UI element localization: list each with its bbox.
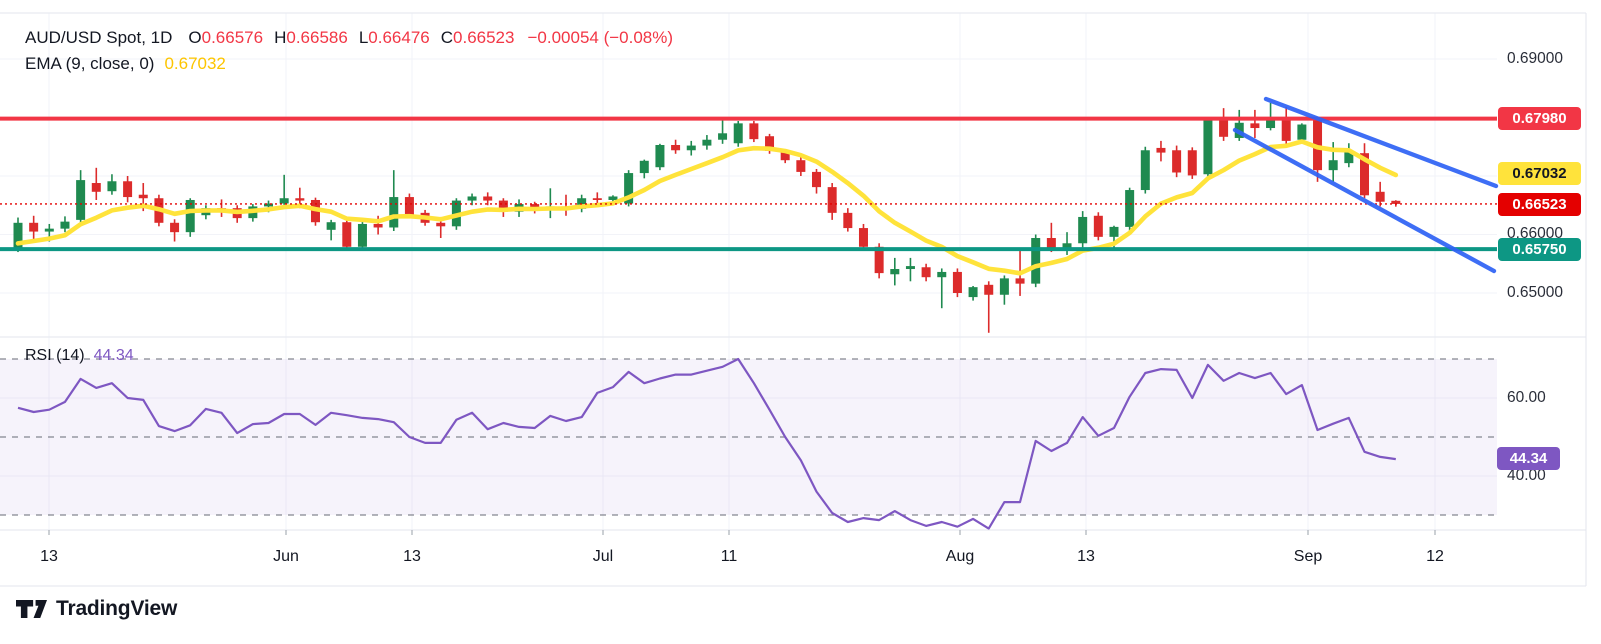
candle-body — [749, 123, 759, 140]
price-axis[interactable] — [1497, 13, 1586, 530]
candle-body — [686, 145, 696, 151]
tradingview-logo[interactable]: TradingView — [16, 597, 177, 621]
candle-body — [498, 200, 508, 212]
lower-channel-line[interactable] — [1232, 127, 1497, 274]
candle-body — [1093, 215, 1103, 237]
tradingview-logo-icon — [16, 600, 47, 618]
candle-body — [874, 246, 884, 274]
candle-body — [1297, 124, 1307, 140]
candle-body — [1156, 147, 1166, 153]
candle-body — [1375, 191, 1385, 202]
ema-legend-row: EMA (9, close, 0) 0.67032 — [25, 51, 673, 77]
rsi-line — [17, 357, 1396, 530]
candle-body — [1140, 150, 1150, 191]
candle-body — [91, 183, 101, 192]
candle-body — [185, 199, 195, 233]
candle-body — [702, 139, 712, 146]
candle-body — [733, 123, 743, 144]
candle-body — [1015, 278, 1025, 284]
candle-body — [295, 198, 305, 201]
candle-body — [655, 144, 665, 168]
candle-body — [1360, 153, 1370, 196]
candle-body — [843, 212, 853, 229]
candle-body — [1109, 226, 1119, 237]
candle-body — [765, 136, 775, 151]
candle-body — [29, 222, 39, 232]
candle-body — [718, 133, 728, 140]
candle-body — [1046, 238, 1056, 250]
candle-body — [404, 197, 414, 216]
time-axis[interactable] — [0, 530, 1497, 586]
upper-channel-line[interactable] — [1263, 96, 1499, 189]
ema-line — [15, 139, 1399, 276]
candle-body — [1281, 117, 1291, 141]
symbol-title[interactable]: AUD/USD Spot, 1D — [25, 28, 173, 47]
candle-body — [60, 221, 70, 229]
candle-body — [1187, 150, 1197, 176]
candle-body — [436, 222, 446, 227]
main-legend: AUD/USD Spot, 1D O0.66576 H0.66586 L0.66476… — [25, 25, 673, 77]
candle-body — [952, 271, 962, 293]
candle-body — [999, 278, 1009, 295]
change-value: −0.00054 (−0.08%) — [527, 28, 674, 47]
candle-body — [373, 223, 383, 228]
rsi-legend-label[interactable]: RSI (14) — [25, 347, 85, 364]
candle-body — [1266, 118, 1276, 129]
low-value: L0.66476 — [358, 28, 430, 47]
open-value: O0.66576 — [188, 28, 264, 47]
candle-body — [326, 222, 336, 230]
symbol-ohlc-row: AUD/USD Spot, 1D O0.66576 H0.66586 L0.66476… — [25, 25, 673, 51]
candle-body — [1219, 118, 1229, 137]
candle-body — [1125, 190, 1135, 227]
candle-body — [1172, 150, 1182, 173]
candle-body — [1062, 243, 1072, 250]
high-value: H0.66586 — [274, 28, 348, 47]
rsi-legend-value: 44.34 — [93, 347, 134, 364]
candle-body — [921, 267, 931, 278]
candle-body — [858, 228, 868, 247]
candle-body — [639, 160, 649, 174]
candle-body — [123, 181, 133, 198]
candle-body — [264, 203, 274, 207]
candle-body — [671, 144, 681, 151]
candle-body — [357, 223, 367, 247]
candle-body — [812, 171, 822, 188]
candle-body — [984, 284, 994, 295]
candle-body — [937, 271, 947, 278]
ema-legend-value: 0.67032 — [164, 54, 226, 73]
close-value: C0.66523 — [440, 28, 515, 47]
candle-body — [780, 152, 790, 161]
candle-body — [796, 160, 806, 172]
candle-body — [608, 196, 618, 200]
candle-body — [624, 173, 634, 204]
candle-body — [76, 180, 86, 220]
candle-body — [905, 266, 915, 270]
ema-legend-label[interactable]: EMA (9, close, 0) — [25, 54, 155, 73]
candle-body — [1391, 200, 1401, 204]
candle-body — [44, 228, 54, 232]
candle-body — [1328, 160, 1338, 171]
candle-body — [342, 222, 352, 247]
candle-body — [389, 197, 399, 228]
candle-body — [968, 287, 978, 298]
candle-body — [1250, 123, 1260, 129]
candle-body — [279, 198, 289, 204]
candle-body — [467, 196, 477, 201]
candle-body — [1078, 216, 1088, 244]
candle-body — [138, 194, 148, 199]
rsi-legend: RSI (14) 44.34 — [25, 347, 134, 365]
candle-body — [483, 196, 493, 201]
tradingview-logo-text: TradingView — [56, 597, 178, 620]
candle-body — [1031, 238, 1041, 284]
candle-body — [1203, 119, 1213, 175]
candle-body — [890, 269, 900, 275]
candle-body — [592, 198, 602, 200]
candle-body — [170, 222, 180, 233]
candle-body — [1344, 152, 1354, 164]
candle-body — [107, 181, 117, 192]
candle-body — [13, 222, 23, 249]
candle-body — [827, 187, 837, 213]
